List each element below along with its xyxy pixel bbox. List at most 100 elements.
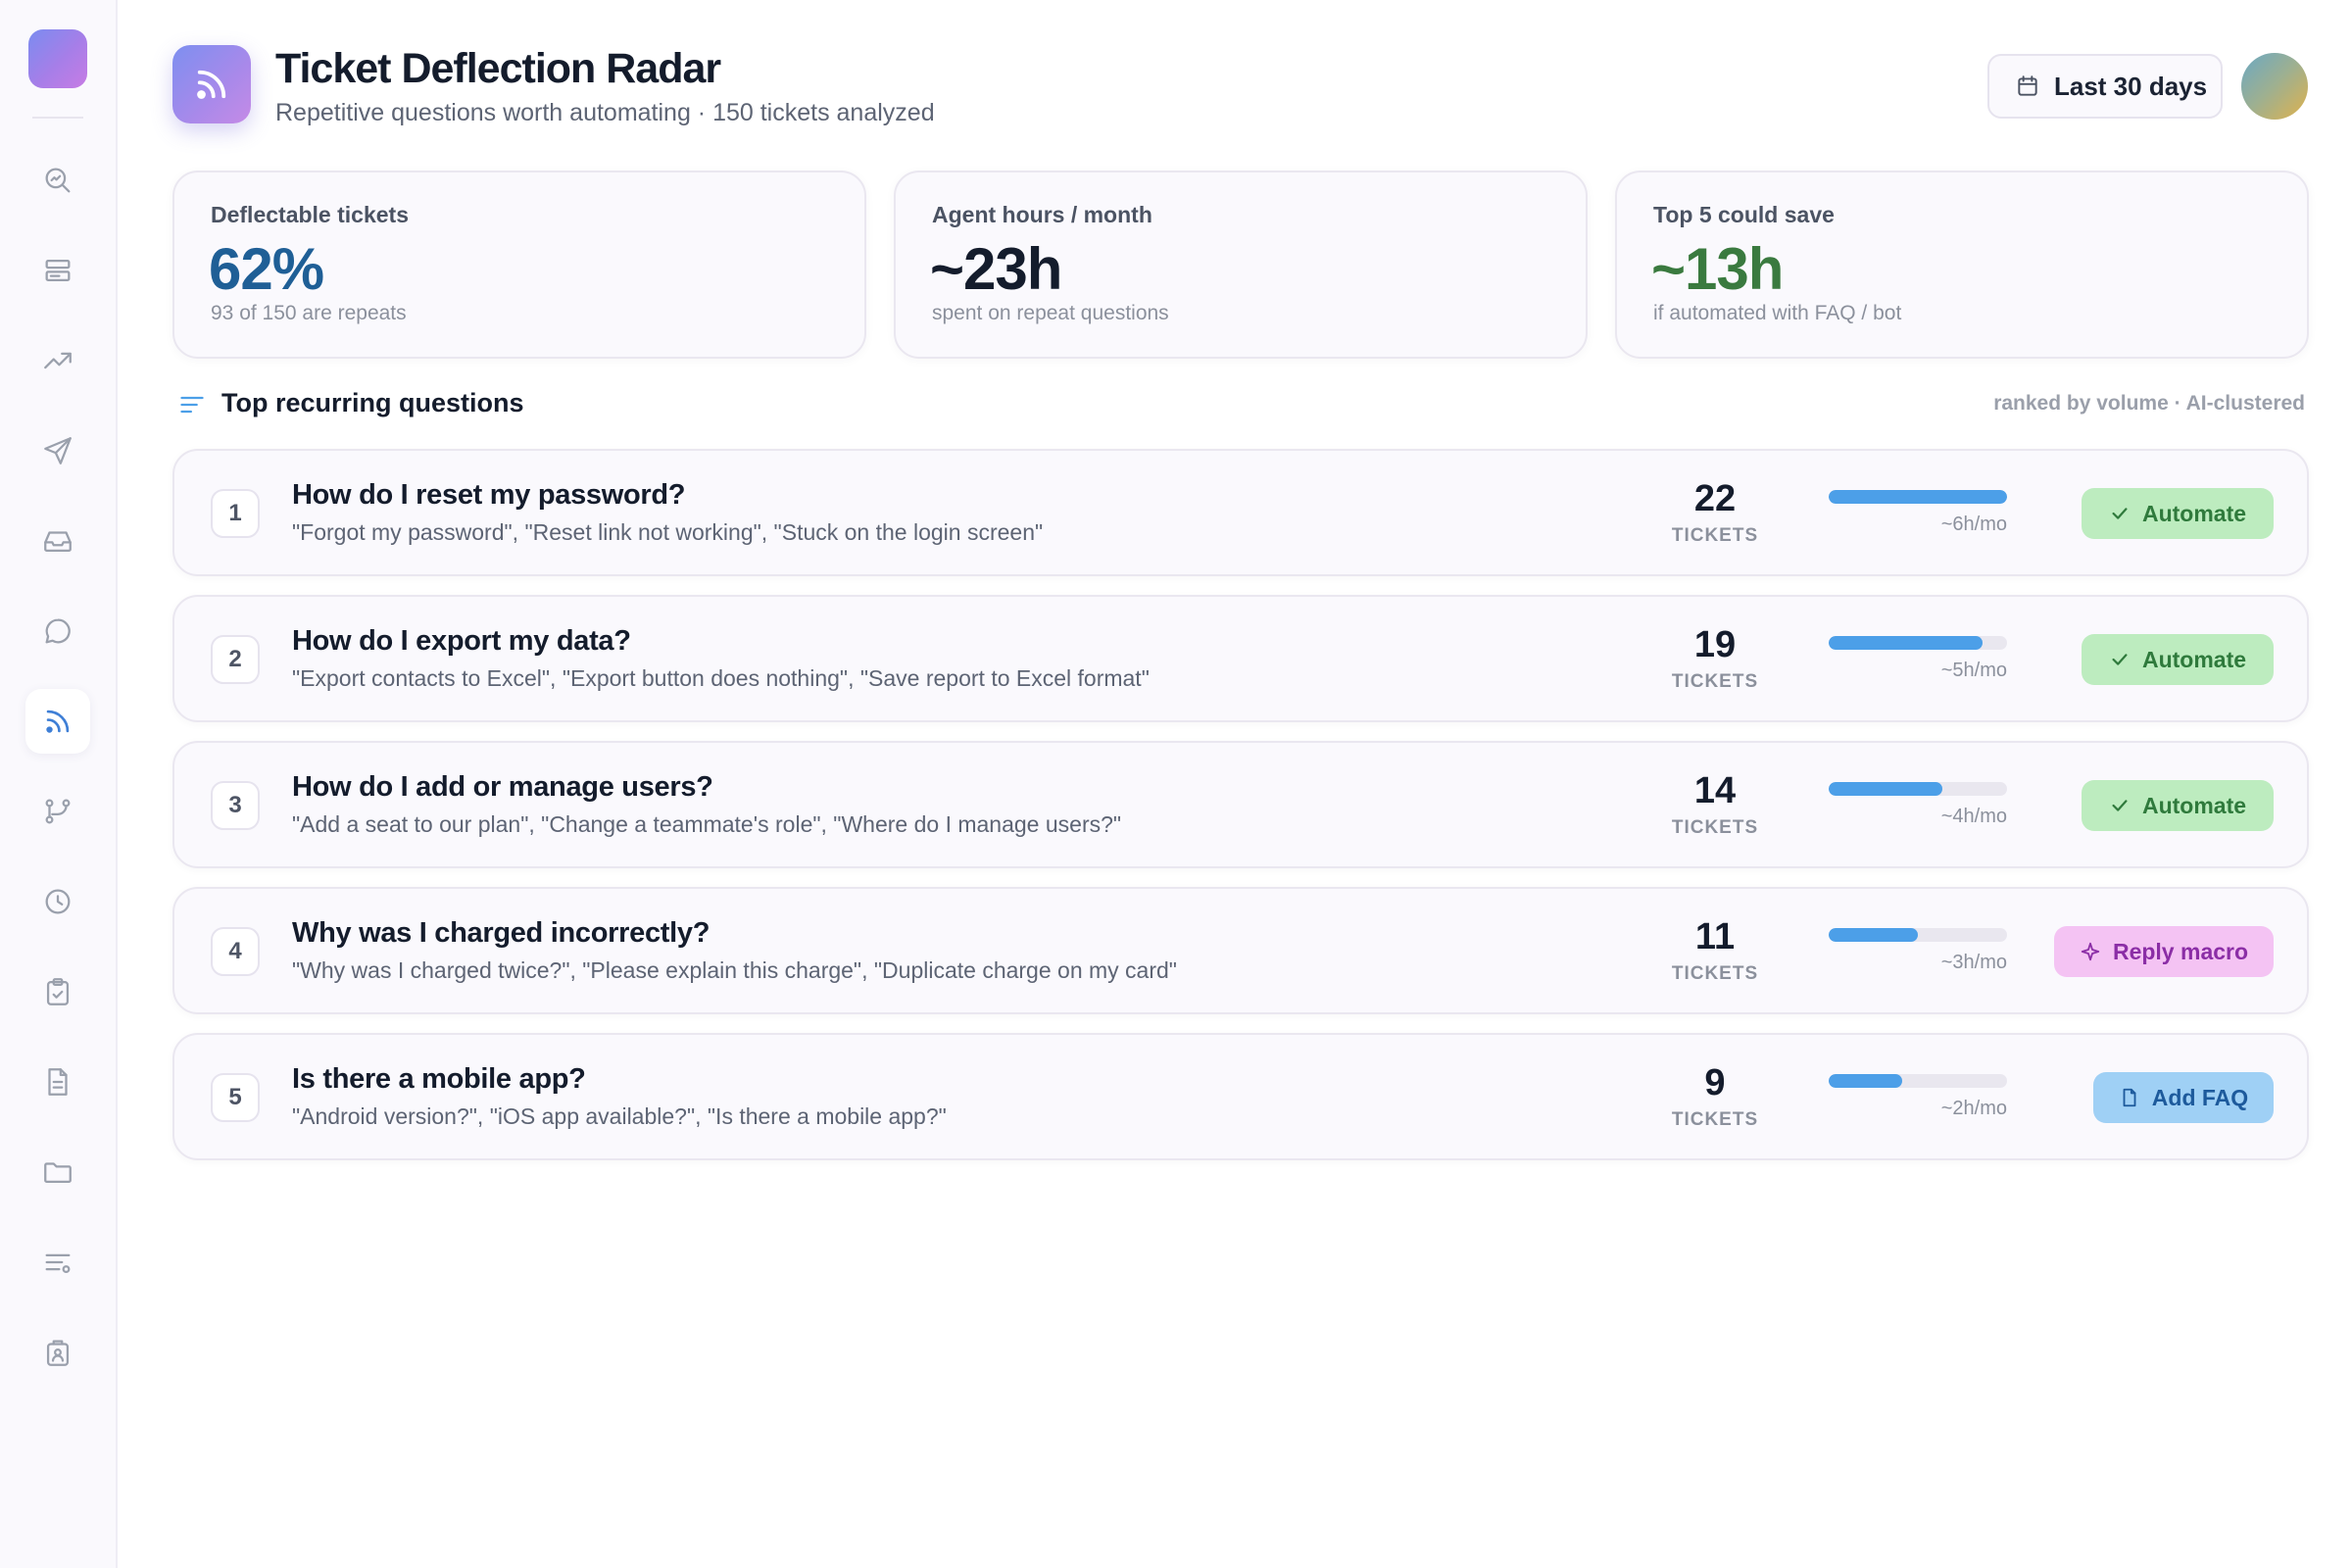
section-meta: ranked by volume · AI-clustered	[1993, 392, 2305, 415]
question-row[interactable]: 4 Why was I charged incorrectly? "Why wa…	[172, 887, 2309, 1014]
sort-lines-icon	[180, 396, 204, 414]
branch-icon	[45, 799, 71, 824]
sidebar-item-list[interactable]	[25, 238, 90, 303]
ticket-count: 19	[1693, 624, 1737, 665]
question-row[interactable]: 3 How do I add or manage users? "Add a s…	[172, 741, 2309, 868]
sidebar-item-folders[interactable]	[25, 1140, 90, 1204]
volume-bar-fill	[1829, 782, 1943, 796]
sidebar-item-chat[interactable]	[25, 599, 90, 663]
kpi-card-agent-hours: Agent hours / month ~23h spent on repeat…	[894, 171, 1588, 359]
hours-per-month: ~4h/mo	[1940, 806, 2007, 827]
sidebar-item-tasks[interactable]	[25, 959, 90, 1024]
list-box-icon	[45, 259, 71, 282]
volume-bar-fill	[1829, 1074, 1902, 1088]
kpi-subtext: spent on repeat questions	[932, 302, 1169, 324]
clipboard-check-icon	[46, 978, 70, 1005]
question-examples: "Forgot my password", "Reset link not wo…	[292, 519, 1044, 545]
rank-badge: 4	[211, 927, 260, 976]
chat-bubble-icon	[45, 618, 71, 644]
kpi-card-deflectable: Deflectable tickets 62% 93 of 150 are re…	[172, 171, 866, 359]
sidebar-item-trends[interactable]	[25, 328, 90, 393]
sidebar-item-workflows[interactable]	[25, 779, 90, 844]
send-icon	[44, 437, 72, 465]
page-icon	[172, 45, 251, 123]
ticket-count: 9	[1704, 1062, 1726, 1103]
check-icon	[2112, 654, 2128, 665]
kpi-label: Deflectable tickets	[211, 202, 409, 227]
ticket-count: 14	[1693, 770, 1737, 811]
kpi-value: 62%	[209, 236, 324, 302]
kpi-value: ~23h	[930, 236, 1062, 302]
volume-bar	[1829, 636, 2007, 650]
automate-button[interactable]: Automate	[2082, 634, 2274, 685]
app-logo[interactable]	[28, 29, 87, 88]
rss-icon	[197, 70, 226, 99]
ticket-count-label: TICKETS	[1671, 1109, 1759, 1130]
kpi-label: Agent hours / month	[932, 202, 1152, 227]
inbox-icon	[44, 531, 72, 553]
hours-per-month: ~2h/mo	[1940, 1098, 2007, 1119]
question-row[interactable]: 5 Is there a mobile app? "Android versio…	[172, 1033, 2309, 1160]
avatar[interactable]	[2241, 53, 2308, 120]
question-examples: "Android version?", "iOS app available?"…	[292, 1103, 947, 1129]
ticket-count: 11	[1694, 916, 1736, 957]
action-label: Automate	[2141, 646, 2247, 672]
sidebar	[0, 0, 118, 1568]
ticket-count-label: TICKETS	[1671, 525, 1759, 546]
add-faq-button[interactable]: Add FAQ	[2093, 1072, 2274, 1123]
question-title: Is there a mobile app?	[292, 1063, 586, 1095]
kpi-card-savings: Top 5 could save ~13h if automated with …	[1615, 171, 2309, 359]
volume-bar-fill	[1829, 636, 1983, 650]
question-row[interactable]: 2 How do I export my data? "Export conta…	[172, 595, 2309, 722]
kpi-subtext: 93 of 150 are repeats	[211, 302, 407, 324]
volume-bar	[1829, 928, 2007, 942]
automate-button[interactable]: Automate	[2082, 488, 2274, 539]
section-title: Top recurring questions	[221, 388, 524, 417]
question-examples: "Why was I charged twice?", "Please expl…	[292, 957, 1177, 983]
volume-bar	[1829, 1074, 2007, 1088]
volume-bar-fill	[1829, 490, 2007, 504]
date-range-button[interactable]: Last 30 days	[1987, 54, 2223, 119]
automate-button[interactable]: Automate	[2082, 780, 2274, 831]
calendar-icon	[2018, 75, 2037, 96]
rank-badge: 1	[211, 489, 260, 538]
sidebar-divider	[32, 117, 83, 119]
action-label: Automate	[2141, 500, 2247, 526]
question-title: How do I export my data?	[292, 625, 631, 657]
sidebar-item-history[interactable]	[25, 869, 90, 934]
question-title: Why was I charged incorrectly?	[292, 917, 710, 949]
contact-badge-icon	[46, 1340, 70, 1366]
question-examples: "Export contacts to Excel", "Export butt…	[292, 665, 1150, 691]
volume-bar-fill	[1829, 928, 1918, 942]
document-icon	[48, 1068, 68, 1096]
page-subtitle: Repetitive questions worth automating · …	[275, 99, 935, 126]
rank-badge: 3	[211, 781, 260, 830]
question-row[interactable]: 1 How do I reset my password? "Forgot my…	[172, 449, 2309, 576]
reply-macro-button[interactable]: Reply macro	[2054, 926, 2274, 977]
action-label: Automate	[2141, 792, 2247, 818]
sidebar-item-documents[interactable]	[25, 1050, 90, 1114]
question-examples: "Add a seat to our plan", "Change a team…	[292, 811, 1122, 837]
check-icon	[2112, 800, 2128, 811]
hours-per-month: ~6h/mo	[1940, 514, 2007, 535]
sidebar-item-deflection-radar[interactable]	[25, 689, 90, 754]
hours-per-month: ~3h/mo	[1940, 952, 2007, 973]
clock-icon	[45, 889, 71, 914]
sidebar-item-send[interactable]	[25, 418, 90, 483]
ticket-count-label: TICKETS	[1671, 817, 1759, 838]
kpi-subtext: if automated with FAQ / bot	[1653, 302, 1902, 324]
action-label: Reply macro	[2112, 938, 2249, 964]
sidebar-item-filters[interactable]	[25, 1230, 90, 1295]
question-title: How do I reset my password?	[292, 479, 686, 511]
ticket-count-label: TICKETS	[1671, 963, 1759, 984]
sidebar-item-inbox[interactable]	[25, 509, 90, 573]
sidebar-item-contacts[interactable]	[25, 1320, 90, 1385]
search-analytics-icon	[45, 168, 71, 193]
trend-up-icon	[44, 352, 72, 369]
ticket-count-label: TICKETS	[1671, 671, 1759, 692]
sparkle-icon	[2081, 942, 2100, 961]
sidebar-item-search-analytics[interactable]	[25, 148, 90, 213]
page-title: Ticket Deflection Radar	[275, 45, 721, 92]
kpi-label: Top 5 could save	[1653, 202, 1835, 227]
